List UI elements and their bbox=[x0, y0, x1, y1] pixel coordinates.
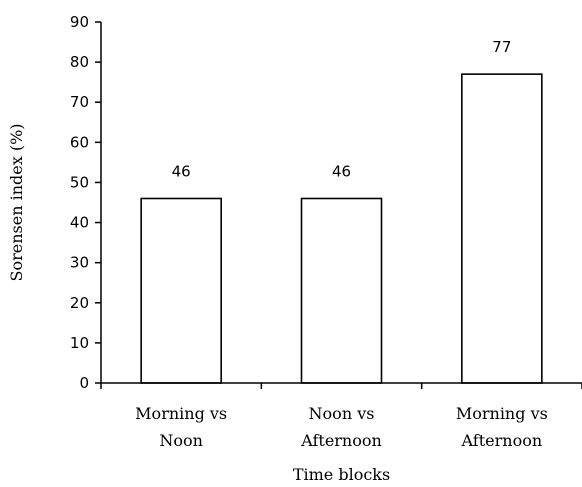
y-tick-label: 10 bbox=[70, 334, 89, 352]
y-tick-label: 60 bbox=[70, 133, 89, 151]
bar bbox=[300, 197, 383, 384]
x-category-label: Noon bbox=[159, 431, 203, 450]
x-category-label: Morning vs bbox=[456, 404, 548, 423]
y-tick-label: 20 bbox=[70, 294, 89, 312]
y-axis-title: Sorensen index (%) bbox=[7, 123, 26, 281]
y-tick-label: 0 bbox=[79, 374, 89, 392]
y-tick-label: 30 bbox=[70, 254, 89, 272]
bar-value-label: 46 bbox=[172, 162, 191, 180]
bars-group bbox=[140, 73, 543, 384]
y-axis-ticks: 0 10 20 30 40 50 60 70 80 90 bbox=[70, 13, 101, 392]
x-category-label: Afternoon bbox=[300, 431, 382, 450]
x-axis-ticks bbox=[100, 383, 582, 389]
x-category-label: Afternoon bbox=[461, 431, 543, 450]
x-category-label: Noon vs bbox=[309, 404, 375, 423]
category-labels-group: Morning vs Noon Noon vs Afternoon Morning vs… bbox=[135, 404, 548, 450]
y-tick-label: 50 bbox=[70, 173, 89, 191]
bar bbox=[140, 197, 222, 384]
y-tick-label: 70 bbox=[70, 93, 89, 111]
y-tick-label: 90 bbox=[70, 13, 89, 31]
bar-value-label: 46 bbox=[332, 162, 351, 180]
x-axis-title: Time blocks bbox=[293, 465, 390, 484]
bar bbox=[461, 73, 543, 384]
x-category-label: Morning vs bbox=[135, 404, 227, 423]
y-tick-label: 80 bbox=[70, 53, 89, 71]
data-labels-group: 46 46 77 bbox=[172, 38, 512, 180]
y-tick-label: 40 bbox=[70, 214, 89, 232]
bar-value-label: 77 bbox=[492, 38, 511, 56]
